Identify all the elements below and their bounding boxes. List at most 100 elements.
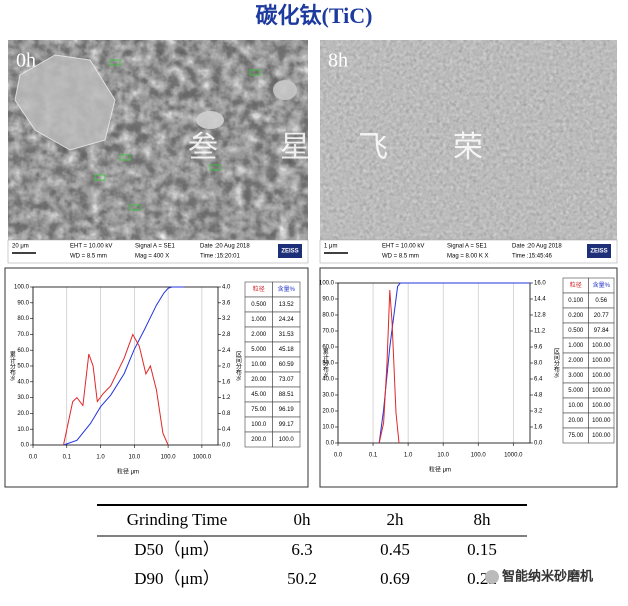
- marker: [209, 164, 221, 171]
- y-tick-label: 100.0: [14, 285, 30, 291]
- plot-frame: [32, 286, 219, 446]
- table-cell-text: 100.00: [592, 388, 611, 394]
- y-tick-label: 60.0: [17, 348, 29, 354]
- table-cell-text: 100.00: [592, 433, 611, 439]
- table-cell-text: 100.00: [592, 418, 611, 424]
- y2-axis-title: 区间分布%: [234, 351, 241, 381]
- y-tick-label: 80.0: [17, 316, 29, 322]
- table-cell-text: 2.000: [568, 358, 584, 364]
- table-cell-text: 0.200: [568, 313, 584, 319]
- y-tick-label: 90.0: [322, 297, 334, 303]
- x-tick-label: 10.0: [128, 455, 140, 461]
- table-cell-text: 2.000: [251, 332, 267, 338]
- table-cell-text: 24.24: [279, 317, 295, 323]
- table-cell-text: 10.00: [251, 362, 267, 368]
- marker: [109, 59, 121, 66]
- y2-tick-label: 11.2: [534, 329, 546, 335]
- table-cell-text: 0.500: [568, 328, 584, 334]
- table-cell-text: 97.84: [594, 328, 610, 334]
- table-cell-text: 75.00: [568, 433, 584, 439]
- info-bar: [319, 239, 618, 264]
- sem-label: 0h: [16, 50, 36, 72]
- y2-tick-label: 14.4: [534, 297, 546, 303]
- table-header: 粒径: [253, 285, 265, 293]
- y2-tick-label: 2.8: [222, 332, 231, 338]
- table-cell-text: 1.000: [251, 317, 267, 323]
- particle: [14, 54, 116, 151]
- table-cell-text: 5.000: [251, 347, 267, 353]
- table-cell-text: 1.000: [568, 343, 584, 349]
- marker: [94, 174, 106, 181]
- sem-info: WD = 8.5 mm: [382, 254, 419, 260]
- y2-tick-label: 0.0: [222, 443, 231, 449]
- y-tick-label: 30.0: [322, 393, 334, 399]
- info-bar: [7, 239, 309, 264]
- sem-label: 8h: [328, 50, 348, 72]
- summary-cell: 0.69: [380, 569, 410, 588]
- y-tick-label: 50.0: [322, 361, 334, 367]
- table-header: 粒径: [570, 281, 582, 289]
- sem-info: WD = 8.5 mm: [70, 254, 107, 260]
- particle: [273, 80, 297, 100]
- y2-tick-label: 16.0: [534, 281, 546, 287]
- x-tick-label: 1.0: [96, 455, 105, 461]
- curve: [63, 286, 185, 446]
- scale-text: 20 μm: [12, 244, 29, 250]
- y-tick-label: 90.0: [17, 300, 29, 306]
- page-title: 碳化钛(TiC): [256, 3, 373, 28]
- y2-axis-title: 区间分布%: [552, 348, 559, 378]
- table-cell-text: 3.000: [568, 373, 584, 379]
- table-cell-text: 0.500: [251, 302, 267, 308]
- sem-info: Time :15:20:01: [200, 254, 240, 260]
- y2-tick-label: 3.2: [534, 409, 543, 415]
- y-tick-label: 0.0: [21, 443, 30, 449]
- sem-info: Signal A = SE1: [447, 244, 488, 250]
- y2-tick-label: 12.8: [534, 313, 546, 319]
- x-tick-label: 0.1: [63, 455, 72, 461]
- table-cell-text: 75.00: [251, 407, 267, 413]
- summary-header: 0h: [294, 510, 312, 529]
- x-tick-label: 100.0: [161, 455, 177, 461]
- sem-info: EHT = 10.00 kV: [70, 244, 112, 250]
- sem-image: [320, 40, 617, 240]
- curve: [378, 289, 400, 444]
- x-axis-title: 粒径 μm: [429, 466, 451, 474]
- sem-watermark: 飞: [358, 131, 388, 164]
- sem-watermark: 叁: [188, 131, 218, 164]
- summary-header: Grinding Time: [127, 510, 228, 529]
- table-cell-text: 88.51: [279, 392, 295, 398]
- x-tick-label: 0.1: [369, 453, 378, 459]
- table-header: 含量%: [593, 281, 611, 289]
- table-cell-text: 100.0: [251, 422, 267, 428]
- y-tick-label: 70.0: [17, 332, 29, 338]
- table-cell-text: 60.59: [279, 362, 295, 368]
- y-tick-label: 0.0: [326, 441, 335, 447]
- brand-box: [278, 244, 302, 258]
- table-cell-text: 99.17: [279, 422, 295, 428]
- summary-cell: D50（μm）: [134, 540, 220, 559]
- y2-tick-label: 0.0: [534, 441, 543, 447]
- x-tick-label: 100.0: [471, 453, 487, 459]
- y-tick-label: 30.0: [17, 395, 29, 401]
- table-cell-text: 100.00: [592, 358, 611, 364]
- x-tick-label: 0.0: [29, 455, 38, 461]
- table-cell-text: 5.000: [568, 388, 584, 394]
- y2-tick-label: 2.0: [222, 364, 231, 370]
- scale-text: 1 μm: [324, 244, 337, 250]
- summary-cell: 0.15: [467, 540, 497, 559]
- y-axis-title: 累计分布%: [8, 351, 15, 381]
- table-header: 含量%: [278, 285, 296, 293]
- y2-tick-label: 3.2: [222, 316, 231, 322]
- table-cell-text: 13.52: [279, 302, 295, 308]
- table-cell-text: 0.100: [568, 298, 584, 304]
- sem-info: Signal A = SE1: [135, 244, 176, 250]
- y-tick-label: 50.0: [17, 364, 29, 370]
- table-cell-text: 10.00: [568, 403, 584, 409]
- y-tick-label: 20.0: [17, 411, 29, 417]
- y2-tick-label: 1.6: [534, 425, 543, 431]
- y2-tick-label: 4.8: [534, 393, 543, 399]
- y-tick-label: 80.0: [322, 313, 334, 319]
- x-tick-label: 1000.0: [193, 455, 212, 461]
- x-tick-label: 0.0: [334, 453, 343, 459]
